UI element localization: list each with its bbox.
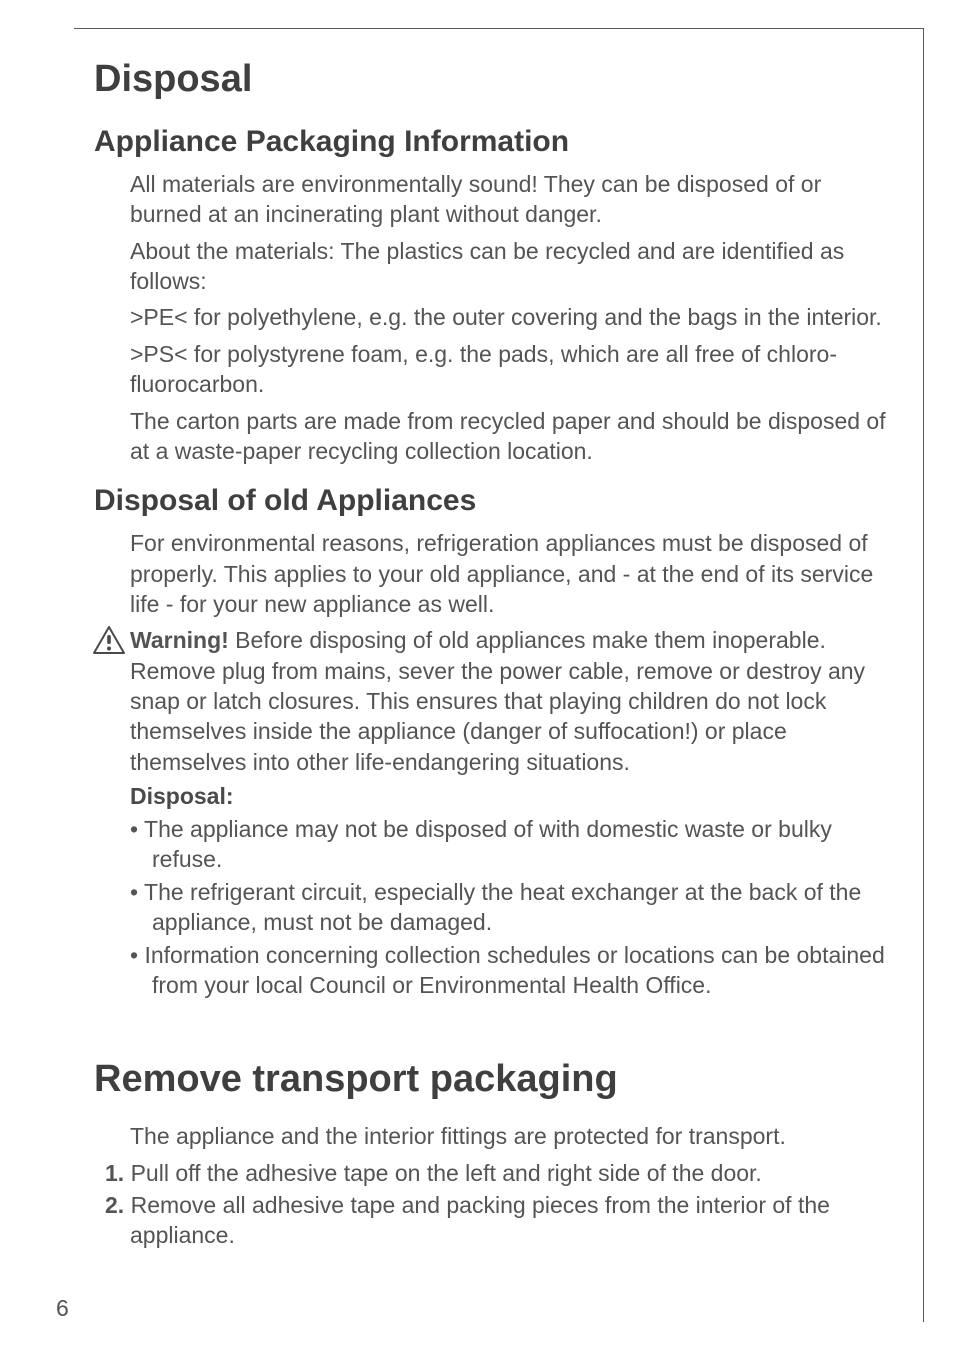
heading-old-appliances: Disposal of old Appliances: [94, 484, 894, 518]
list-item: 1. Pull off the adhesive tape on the lef…: [94, 1158, 894, 1188]
page-content: Disposal Appliance Packaging Information…: [94, 58, 894, 1253]
paragraph: >PS< for polystyrene foam, e.g. the pads…: [130, 339, 894, 400]
step-number: 2.: [105, 1192, 124, 1218]
paragraph: The carton parts are made from recycled …: [130, 406, 894, 467]
disposal-bullet-list: The appliance may not be disposed of wit…: [130, 814, 894, 1000]
warning-label: Warning!: [130, 627, 229, 653]
list-item: 2. Remove all adhesive tape and packing …: [94, 1190, 894, 1251]
list-item: Information concerning collection schedu…: [130, 940, 894, 1001]
step-text: Remove all adhesive tape and packing pie…: [130, 1192, 830, 1248]
paragraph: All materials are environmentally sound!…: [130, 169, 894, 230]
paragraph: About the materials: The plastics can be…: [130, 236, 894, 297]
transport-steps-list: 1. Pull off the adhesive tape on the lef…: [94, 1158, 894, 1251]
warning-block: Warning! Before disposing of old applian…: [94, 625, 894, 777]
warning-triangle-icon: [92, 625, 126, 655]
heading-packaging-info: Appliance Packaging Information: [94, 125, 894, 159]
page-number: 6: [56, 1295, 69, 1322]
paragraph: For environmental reasons, refrigeration…: [130, 528, 894, 619]
disposal-subheading: Disposal:: [130, 783, 894, 810]
step-number: 1.: [105, 1160, 124, 1186]
list-item: The appliance may not be disposed of wit…: [130, 814, 894, 875]
list-item: The refrigerant circuit, especially the …: [130, 877, 894, 938]
step-text: Pull off the adhesive tape on the left a…: [131, 1160, 762, 1186]
paragraph: >PE< for polyethylene, e.g. the outer co…: [130, 302, 894, 332]
warning-text: Before disposing of old appliances make …: [130, 627, 865, 774]
heading-transport: Remove transport packaging: [94, 1058, 894, 1101]
warning-paragraph: Warning! Before disposing of old applian…: [130, 625, 894, 777]
heading-disposal: Disposal: [94, 58, 894, 101]
paragraph: The appliance and the interior fittings …: [130, 1121, 894, 1151]
